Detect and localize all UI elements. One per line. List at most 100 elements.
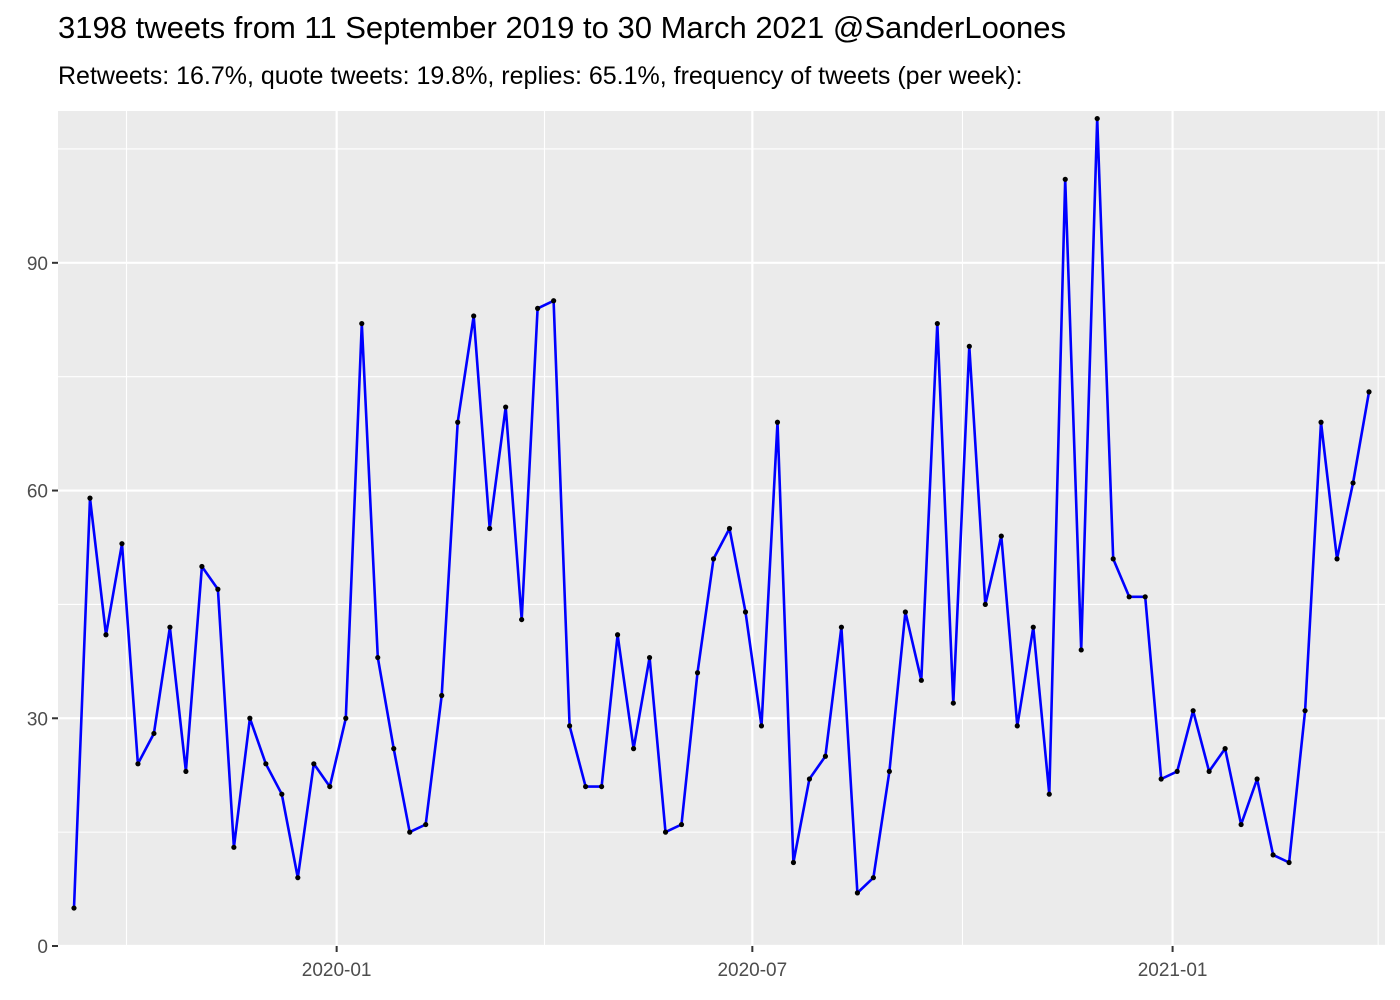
- y-tick-label: 90: [27, 254, 48, 275]
- data-point: [646, 654, 653, 661]
- data-point: [1046, 791, 1052, 797]
- data-point: [103, 632, 109, 638]
- data-point: [1238, 821, 1244, 828]
- data-point: [1126, 594, 1132, 600]
- data-point: [71, 905, 77, 911]
- data-point: [950, 700, 956, 706]
- chart-subtitle: Retweets: 16.7%, quote tweets: 19.8%, re…: [58, 62, 1023, 90]
- data-point: [295, 875, 301, 881]
- data-point: [1254, 776, 1260, 782]
- x-axis-tick-labels: 2020-01 2020-07 2021-01: [302, 960, 1208, 981]
- data-point: [1142, 594, 1148, 600]
- data-point: [998, 533, 1004, 539]
- data-point: [1158, 776, 1164, 782]
- data-point: [1222, 746, 1228, 752]
- data-point: [1174, 768, 1180, 775]
- series-line-group: [72, 117, 1371, 909]
- data-point: [1014, 723, 1020, 729]
- data-point: [614, 632, 621, 638]
- data-point: [726, 525, 733, 532]
- data-point: [1206, 768, 1212, 775]
- data-point: [886, 768, 892, 775]
- axis-ticks: [52, 261, 1174, 952]
- data-point: [567, 723, 573, 729]
- data-point: [247, 715, 253, 721]
- data-point: [1302, 708, 1308, 714]
- data-point: [1078, 647, 1084, 653]
- series-line: [72, 117, 1371, 909]
- data-point: [774, 419, 781, 425]
- y-axis-tick-labels: 0 30 60 90: [27, 254, 48, 958]
- data-point: [199, 563, 205, 570]
- data-point: [263, 761, 269, 767]
- data-point: [966, 343, 972, 349]
- data-point: [327, 783, 333, 790]
- data-point: [902, 609, 908, 615]
- data-point: [183, 768, 189, 775]
- data-point: [87, 495, 93, 501]
- data-point: [662, 829, 669, 835]
- data-point: [1094, 115, 1100, 122]
- data-point: [375, 654, 381, 661]
- x-tick-label: 2021-01: [1138, 960, 1208, 981]
- data-point: [1286, 859, 1292, 866]
- data-point: [455, 419, 461, 425]
- data-point: [630, 746, 637, 752]
- data-point: [167, 624, 173, 630]
- data-point: [503, 404, 509, 410]
- x-tick-label: 2020-07: [717, 960, 787, 981]
- data-point: [407, 829, 413, 835]
- data-point: [918, 677, 924, 683]
- data-point: [439, 692, 445, 699]
- data-point: [583, 783, 589, 790]
- data-point: [1062, 176, 1068, 182]
- data-point: [838, 624, 845, 630]
- data-point: [870, 875, 876, 881]
- y-tick-label: 30: [27, 709, 48, 730]
- data-point: [1030, 624, 1036, 630]
- data-point: [1350, 480, 1356, 486]
- data-point: [710, 556, 717, 562]
- data-point: [391, 746, 397, 752]
- data-point: [854, 890, 860, 896]
- data-point: [343, 715, 349, 721]
- data-point: [1334, 556, 1340, 562]
- y-tick-label: 60: [27, 482, 48, 503]
- data-point: [119, 541, 125, 547]
- data-point: [231, 844, 237, 850]
- data-point: [934, 320, 940, 327]
- y-tick-label: 0: [37, 937, 48, 958]
- data-point: [215, 586, 221, 592]
- data-point: [1270, 852, 1276, 858]
- data-point: [519, 616, 525, 623]
- data-point: [758, 723, 765, 729]
- data-point: [1366, 389, 1372, 395]
- chart-title: 3198 tweets from 11 September 2019 to 30…: [58, 10, 1067, 45]
- data-point: [982, 601, 988, 608]
- data-point: [551, 298, 557, 304]
- data-point: [151, 730, 157, 737]
- data-point: [1110, 556, 1116, 562]
- data-point: [423, 821, 429, 828]
- data-point: [598, 783, 605, 790]
- data-point: [487, 525, 493, 532]
- x-tick-label: 2020-01: [302, 960, 372, 981]
- data-point: [535, 305, 541, 311]
- data-point: [359, 320, 365, 327]
- data-point: [742, 609, 749, 615]
- data-point: [135, 761, 141, 767]
- data-point: [822, 753, 829, 759]
- data-point: [790, 859, 797, 866]
- major-gridlines: [58, 111, 1385, 948]
- data-point: [1190, 708, 1196, 714]
- data-point: [471, 313, 477, 319]
- plot-panel: [58, 111, 1385, 946]
- data-point: [694, 670, 701, 676]
- minor-gridlines: [58, 111, 1385, 946]
- data-point: [806, 776, 813, 782]
- series-points-group: [71, 115, 1372, 911]
- data-point: [279, 791, 285, 797]
- data-point: [1318, 419, 1324, 425]
- data-point: [678, 821, 685, 828]
